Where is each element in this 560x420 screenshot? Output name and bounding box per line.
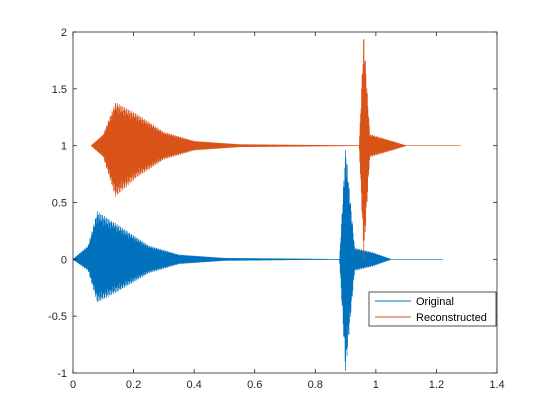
legend-label-reconstructed: Reconstructed [416, 312, 487, 324]
series-layer [72, 39, 461, 372]
x-tick-label: 0.4 [186, 379, 201, 391]
x-tick-label: 0 [70, 379, 76, 391]
y-tick-label: 1.5 [52, 84, 67, 96]
x-tick-label: 0.2 [126, 379, 141, 391]
series-line-original [72, 149, 443, 372]
x-tick-label: 1.2 [429, 379, 444, 391]
y-tick-label: 0.5 [52, 198, 67, 210]
legend-box [368, 291, 497, 327]
x-tick-label: 1 [373, 379, 379, 391]
x-axis: 0 0.2 0.4 0.6 0.8 1 1.2 1.4 [70, 32, 505, 391]
y-tick-label: 0 [61, 254, 67, 266]
y-axis: -1 -0.5 0 0.5 1 1.5 2 [48, 27, 497, 380]
y-tick-label: 2 [61, 27, 67, 39]
y-tick-label: 1 [61, 141, 67, 153]
legend-label-original: Original [416, 296, 454, 308]
x-tick-label: 0.8 [308, 379, 323, 391]
x-tick-label: 0.6 [247, 379, 262, 391]
series-line-reconstructed [90, 39, 461, 260]
y-tick-label: -1 [57, 368, 67, 380]
y-tick-label: -0.5 [48, 311, 67, 323]
legend: Original Reconstructed [368, 291, 497, 327]
x-tick-label: 1.4 [489, 379, 504, 391]
